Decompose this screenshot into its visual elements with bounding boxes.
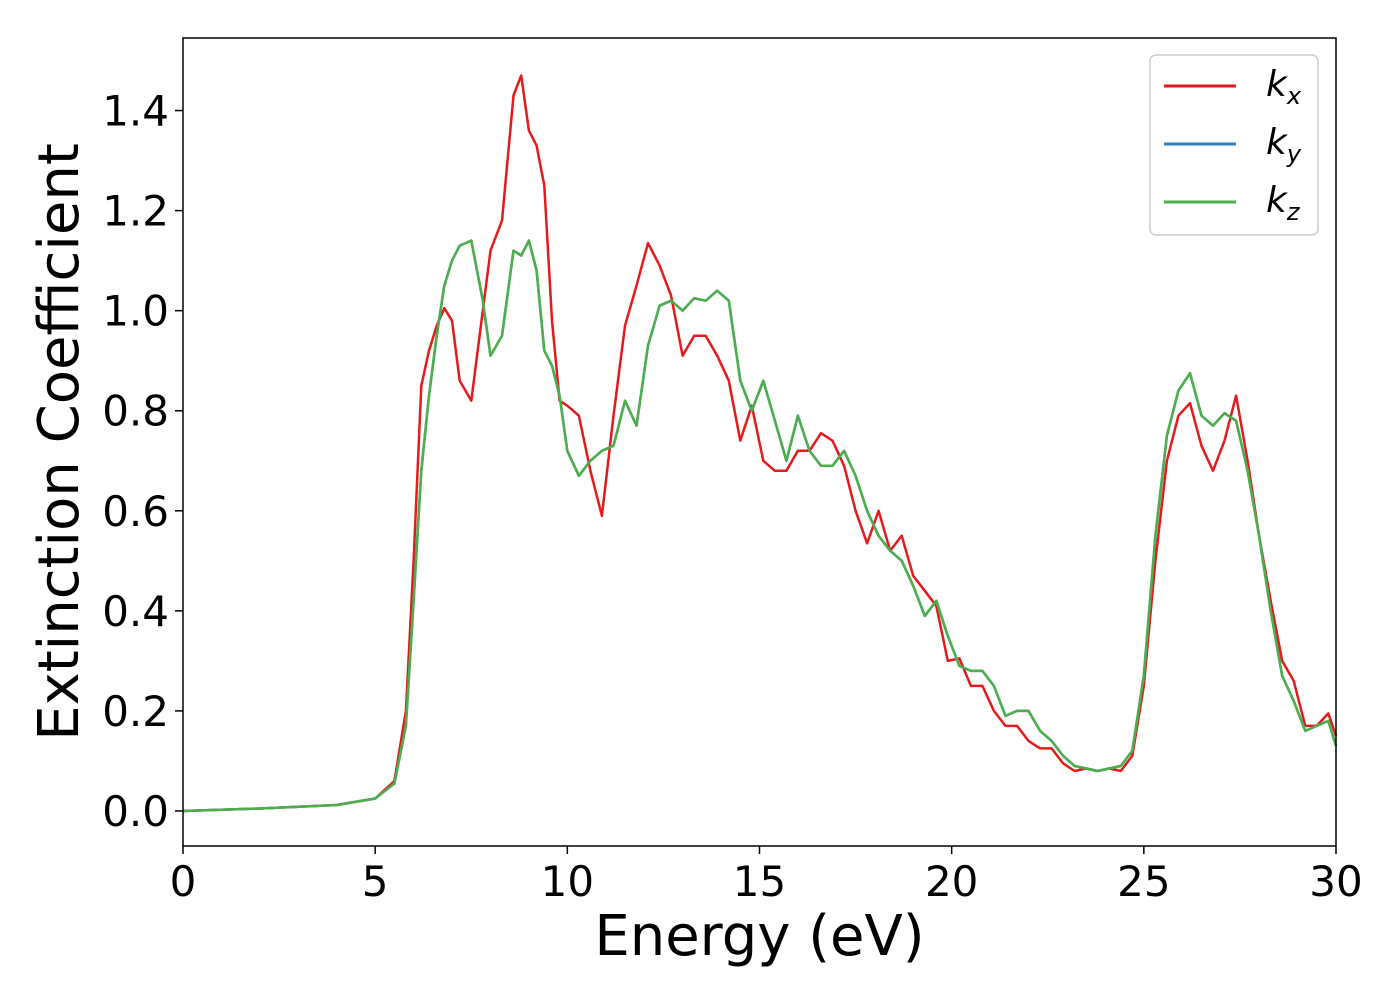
x-tick-label: 0 — [170, 857, 197, 906]
x-tick-label: 10 — [541, 857, 594, 906]
series-line-ky — [182, 239, 1338, 813]
x-tick-label: 5 — [362, 857, 389, 906]
y-axis-ticks: 0.0 0.2 0.4 0.6 0.8 1.0 1.2 1.4 — [102, 87, 183, 836]
y-tick-label: 0.6 — [102, 487, 169, 536]
y-tick-label: 0.4 — [102, 587, 169, 636]
y-tick-label: 1.0 — [102, 287, 169, 336]
y-tick-label: 0.8 — [102, 387, 169, 436]
legend-label-kz: kz — [1266, 180, 1301, 226]
x-axis-title: Energy (eV) — [594, 904, 924, 969]
series-layer — [182, 74, 1338, 813]
x-tick-label: 20 — [925, 857, 978, 906]
x-axis-ticks: 0 5 10 15 20 25 30 — [170, 846, 1363, 906]
x-tick-label: 30 — [1309, 857, 1362, 906]
x-tick-label: 15 — [733, 857, 786, 906]
x-tick-label: 25 — [1117, 857, 1170, 906]
series-line-kx — [182, 74, 1338, 813]
y-tick-label: 0.0 — [102, 787, 169, 836]
legend-label-kx: kx — [1266, 64, 1302, 110]
series-line-kz — [182, 239, 1338, 813]
legend: kx ky kz — [1149, 54, 1319, 236]
y-axis-title: Extinction Coefficient — [27, 143, 92, 741]
y-tick-label: 0.2 — [102, 687, 169, 736]
y-tick-label: 1.2 — [102, 187, 169, 236]
y-tick-label: 1.4 — [102, 87, 169, 136]
legend-label-ky: ky — [1266, 122, 1302, 168]
